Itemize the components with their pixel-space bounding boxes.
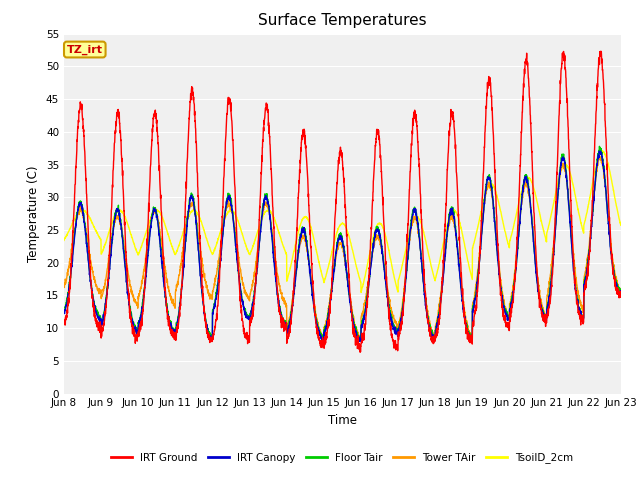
Text: TZ_irt: TZ_irt [67, 44, 103, 55]
Y-axis label: Temperature (C): Temperature (C) [28, 165, 40, 262]
Legend: IRT Ground, IRT Canopy, Floor Tair, Tower TAir, TsoilD_2cm: IRT Ground, IRT Canopy, Floor Tair, Towe… [107, 448, 578, 468]
Title: Surface Temperatures: Surface Temperatures [258, 13, 427, 28]
X-axis label: Time: Time [328, 414, 357, 427]
